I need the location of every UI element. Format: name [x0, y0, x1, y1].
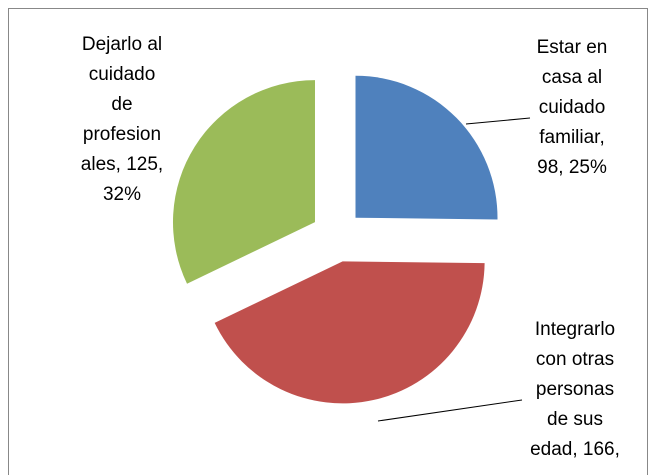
pie-slice	[355, 75, 498, 220]
data-label: 32%	[103, 184, 141, 205]
data-label: de sus	[547, 409, 603, 430]
data-label: edad, 166,	[530, 439, 620, 460]
data-label: ales, 125,	[81, 154, 163, 175]
data-label: familiar,	[539, 127, 604, 148]
data-label: de	[111, 94, 132, 115]
data-label: profesion	[83, 124, 161, 145]
data-label: casa al	[542, 67, 602, 88]
data-label: con otras	[536, 349, 614, 370]
data-label: Estar en	[537, 37, 608, 58]
leader-line	[377, 399, 523, 422]
pie-slice	[172, 80, 315, 284]
pie-slice	[214, 261, 485, 404]
data-label: cuidado	[539, 97, 606, 118]
data-label: Integrarlo	[535, 319, 615, 340]
data-label: 98, 25%	[537, 157, 607, 178]
leader-line	[465, 117, 531, 125]
data-label: cuidado	[89, 64, 156, 85]
data-label: personas	[536, 379, 614, 400]
data-label: Dejarlo al	[82, 34, 162, 55]
